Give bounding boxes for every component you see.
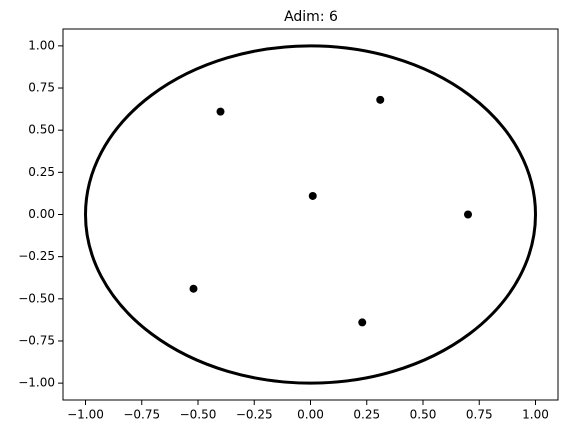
- chart-title: Adim: 6: [284, 9, 338, 25]
- y-tick-label: 1.00: [28, 38, 55, 52]
- y-tick-label: −1.00: [18, 376, 55, 390]
- x-tick-label: 0.00: [297, 408, 324, 422]
- point: [189, 284, 198, 293]
- y-tick-label: −0.50: [18, 291, 55, 305]
- y-tick-label: −0.75: [18, 333, 55, 347]
- x-tick-label: −1.00: [67, 408, 104, 422]
- x-tick-label: 1.00: [522, 408, 549, 422]
- y-tick-label: −0.25: [18, 249, 55, 263]
- point: [358, 318, 367, 327]
- y-tick-label: 0.50: [28, 123, 55, 137]
- point: [308, 191, 317, 200]
- point: [376, 95, 385, 104]
- y-tick-label: 0.00: [28, 207, 55, 221]
- x-tick-label: 0.25: [353, 408, 380, 422]
- x-tick-label: 0.50: [410, 408, 437, 422]
- x-tick-label: 0.75: [466, 408, 493, 422]
- circle: [84, 44, 537, 385]
- point: [216, 107, 225, 116]
- y-tick-label: 0.25: [28, 165, 55, 179]
- x-tick-label: −0.25: [236, 408, 273, 422]
- x-tick-label: −0.50: [180, 408, 217, 422]
- axes-frame: [62, 28, 559, 401]
- point: [464, 210, 472, 219]
- y-tick-label: 0.75: [28, 81, 55, 95]
- x-tick-label: −0.75: [123, 408, 160, 422]
